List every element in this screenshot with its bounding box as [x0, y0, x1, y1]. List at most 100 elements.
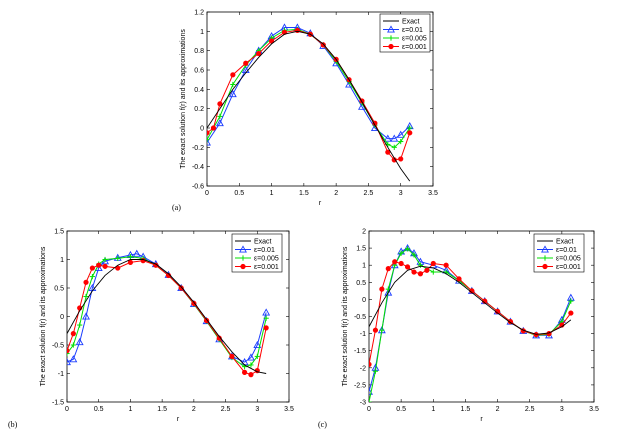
- data-point-eps0001: [230, 72, 236, 78]
- data-point-eps0005: [77, 322, 83, 328]
- series-line-eps0001: [207, 29, 411, 161]
- legend-box: [379, 13, 431, 53]
- x-tick-label: 3: [399, 190, 403, 197]
- series-line-exact: [207, 30, 411, 182]
- data-point-eps001: [228, 90, 237, 98]
- y-tick-label: -0.6: [192, 184, 204, 191]
- data-point-eps0005: [248, 362, 254, 368]
- y-tick-label: -0.2: [192, 145, 204, 152]
- data-point-eps0005: [217, 113, 223, 119]
- data-point-eps0001: [385, 266, 391, 272]
- x-tick-label: 3: [560, 406, 564, 413]
- legend-marker-eps0005: [388, 35, 394, 41]
- data-point-eps0001: [229, 353, 235, 360]
- legend-box: [533, 233, 585, 273]
- y-tick-label: 0.6: [194, 68, 204, 75]
- data-point-eps0001: [243, 60, 249, 66]
- x-tick-label: 0.5: [234, 190, 244, 197]
- y-tick-label: 0.4: [194, 87, 204, 94]
- data-point-eps0005: [115, 255, 121, 261]
- data-point-eps0001: [379, 286, 385, 292]
- data-point-eps0005: [102, 256, 108, 263]
- y-tick-label: 0.2: [194, 106, 204, 113]
- x-tick-label: 1: [270, 190, 274, 197]
- x-axis-label: r: [480, 416, 483, 423]
- data-point-eps0001: [178, 285, 184, 291]
- data-point-eps0001: [127, 259, 134, 265]
- x-tick-label: 0.5: [94, 406, 104, 413]
- x-tick-label: 3: [255, 406, 259, 413]
- data-point-eps0001: [424, 267, 430, 273]
- y-tick-label: -1: [58, 371, 64, 378]
- panel-b: 0 0.5 1 1.5 2 2.5 3 3.5 -1.5 -1 -0.5 0 0.5 1 1.5 r The e…: [8, 229, 294, 430]
- data-point-eps0005: [207, 137, 210, 143]
- data-point-eps0001: [443, 262, 449, 268]
- data-point-eps0001: [263, 325, 269, 331]
- x-tick-label: 2.5: [525, 406, 535, 413]
- data-point-eps0005: [407, 125, 413, 131]
- x-tick-label: 3.5: [589, 406, 599, 413]
- legend-marker-eps0001: [388, 43, 394, 50]
- data-point-eps001: [82, 312, 90, 320]
- series-line-eps0001: [369, 261, 572, 365]
- data-point-eps0005: [398, 138, 404, 145]
- series-line-exact: [67, 259, 267, 374]
- y-tick-label: 1.5: [356, 246, 366, 253]
- data-point-eps0001: [398, 260, 404, 267]
- data-point-eps001: [390, 134, 399, 142]
- y-tick-label: -1: [360, 331, 366, 338]
- y-tick-label: -3: [360, 400, 366, 407]
- data-point-eps001: [207, 138, 211, 146]
- x-axis-label: r: [177, 416, 180, 423]
- x-tick-label: 0: [205, 190, 209, 197]
- y-tick-label: 0.5: [356, 280, 366, 287]
- data-point-eps0001: [140, 258, 146, 264]
- series-group: [369, 243, 575, 402]
- data-point-eps0001: [372, 327, 379, 333]
- x-tick-label: 2: [496, 406, 500, 413]
- x-tick-label: 1.5: [461, 406, 471, 413]
- x-tick-label: 3.5: [428, 190, 438, 197]
- data-point-eps0001: [210, 125, 217, 131]
- x-tick-label: 2.5: [364, 190, 374, 197]
- panel-label: (b): [8, 420, 18, 429]
- data-point-eps0001: [256, 50, 262, 57]
- data-point-eps0001: [456, 276, 462, 282]
- data-point-eps0005: [417, 262, 424, 268]
- x-tick-label: 0.5: [396, 406, 406, 413]
- legend-marker-eps001: [239, 245, 247, 253]
- legend-label-exact: Exact: [402, 19, 420, 26]
- legend-label-eps0001: ε=0.001: [254, 264, 279, 271]
- data-point-eps001: [215, 119, 224, 127]
- legend-label-eps0001: ε=0.001: [556, 264, 581, 271]
- data-point-eps0005: [568, 298, 574, 304]
- data-point-eps0005: [263, 315, 269, 321]
- data-point-eps0001: [398, 156, 404, 162]
- y-tick-label: -2: [360, 365, 366, 372]
- data-point-eps0005: [391, 144, 397, 150]
- data-point-eps0005: [369, 399, 372, 402]
- x-tick-label: 1: [431, 406, 435, 413]
- data-point-eps0005: [70, 342, 76, 348]
- data-point-eps0005: [398, 250, 404, 256]
- legend-label-eps0005: ε=0.005: [556, 256, 581, 263]
- y-tick-label: 1.5: [54, 229, 64, 236]
- data-point-eps0001: [242, 369, 248, 375]
- y-tick-label: -0.5: [354, 314, 366, 321]
- y-tick-label: -0.4: [192, 164, 204, 171]
- series-group: [67, 249, 271, 378]
- data-point-eps001: [383, 134, 392, 142]
- data-point-eps0005: [430, 269, 436, 275]
- data-point-eps001: [253, 340, 262, 349]
- data-point-eps0005: [404, 246, 411, 252]
- data-point-eps0001: [96, 262, 102, 268]
- data-point-eps0001: [430, 260, 436, 267]
- panel-label: (c): [318, 420, 327, 429]
- x-axis-label: r: [319, 200, 322, 207]
- data-point-eps0005: [83, 293, 89, 300]
- series-line-eps001: [67, 253, 267, 363]
- data-point-eps0005: [372, 368, 379, 374]
- data-point-eps001: [262, 308, 271, 316]
